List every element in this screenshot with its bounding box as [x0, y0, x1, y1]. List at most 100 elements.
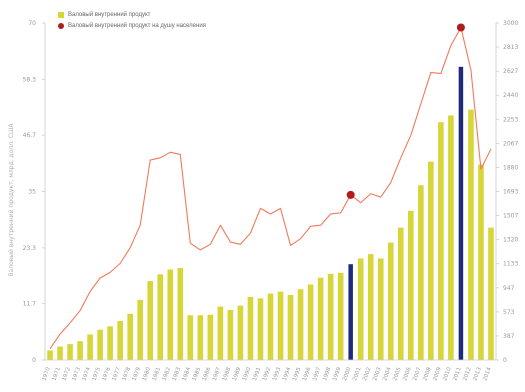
x-tick-label: 1996	[302, 366, 313, 382]
x-tick-label: 1977	[112, 366, 123, 382]
bar-2012	[468, 109, 474, 360]
x-tick-label: 1999	[332, 366, 343, 382]
bar-2008	[428, 161, 434, 360]
bars-group	[47, 66, 494, 361]
left-axis-tick-label: 70	[28, 20, 36, 27]
legend-item-gdp: Валовый внутренний продукт	[58, 9, 206, 20]
left-axis-tick-label: 23.3	[23, 245, 37, 252]
y-axis-label: Валовый внутренний продукт, млрд. долл. …	[8, 123, 15, 277]
x-tick-label: 2013	[472, 366, 483, 382]
x-tick-label: 1993	[272, 366, 283, 382]
bar-1973	[77, 341, 83, 360]
bar-1979	[137, 299, 144, 360]
bar-2005	[397, 227, 404, 360]
bar-1976	[107, 326, 113, 360]
right-axis-tick-label: 2627	[503, 68, 518, 75]
bar-1996	[307, 284, 314, 360]
x-tick-label: 2000	[342, 366, 353, 382]
series-line-gdp-per-capita	[49, 26, 492, 350]
right-axis-tick-label: 2067	[503, 140, 518, 147]
x-tick-label: 2003	[372, 366, 383, 382]
x-tick-label: 2010	[442, 366, 453, 382]
bar-2014	[488, 227, 494, 360]
x-tick-label: 2011	[452, 367, 462, 382]
x-tick-label: 2007	[412, 366, 423, 382]
x-tick-label: 1991	[252, 367, 262, 382]
bar-1993	[277, 291, 284, 360]
legend-item-gdp-per-capita: Валовый внутренний продукт на душу насел…	[58, 20, 206, 31]
right-axis-tick-label: 1880	[503, 164, 518, 171]
bar-2006	[408, 210, 414, 360]
bar-2004	[387, 242, 394, 360]
bar-1991	[257, 298, 264, 360]
legend-swatch-gdp-per-capita	[58, 22, 64, 29]
x-tick-label: 1973	[72, 366, 83, 382]
x-tick-label: 1990	[242, 366, 253, 382]
bar-1997	[317, 277, 324, 360]
highlight-point-2011	[456, 23, 465, 32]
right-axis-tick-label: 3000	[503, 20, 518, 27]
x-tick-label: 1982	[162, 367, 172, 382]
bar-2007	[418, 185, 424, 360]
x-tick-label: 1984	[182, 366, 193, 382]
right-axis-tick-label: 2813	[503, 44, 518, 51]
x-tick-label: 2012	[462, 367, 472, 382]
right-axis-tick-label: 1320	[503, 237, 518, 244]
x-tick-label: 2001	[352, 367, 362, 382]
x-tick-label: 2005	[392, 366, 403, 382]
bar-1975	[97, 329, 103, 360]
x-axis: 1970 1971 1972 1973 1974 1975 1976 1977 1978 1979…	[41, 359, 496, 382]
x-tick-label: 1994	[282, 366, 293, 382]
bar-1974	[87, 334, 93, 360]
right-axis-tick-label: 0	[503, 357, 507, 364]
left-axis-tick-label: 0	[32, 357, 36, 364]
bar-1992	[267, 293, 274, 360]
bar-1972	[67, 344, 73, 360]
right-axis-tick-label: 1133	[503, 261, 518, 268]
x-tick-label: 1997	[312, 366, 323, 382]
left-axis-tick-label: 35	[28, 189, 36, 196]
legend-label-gdp-per-capita: Валовый внутренний продукт на душу насел…	[68, 22, 206, 29]
x-tick-label: 2009	[432, 366, 443, 382]
bar-1983	[177, 268, 184, 360]
x-tick-label: 1985	[192, 366, 203, 382]
bar-1971	[57, 346, 63, 360]
bar-2003	[377, 258, 384, 360]
x-tick-label: 1979	[132, 366, 143, 382]
x-tick-label: 1987	[212, 366, 223, 382]
highlight-point-2000	[346, 190, 355, 199]
right-axis-tick-label: 573	[503, 309, 515, 316]
legend-label-gdp: Валовый внутренний продукт	[68, 11, 151, 18]
x-tick-label: 2002	[362, 367, 372, 382]
bar-1994	[287, 295, 294, 360]
x-tick-label: 1971	[51, 367, 61, 382]
bar-1987	[217, 306, 224, 360]
right-axis-tick-label: 2253	[503, 116, 518, 123]
bar-2013	[478, 164, 484, 360]
bar-1981	[157, 274, 164, 360]
right-axis: 0 387 573 947 1133 1320 1507 1693 1880 2067 2253 24…	[495, 20, 518, 364]
x-tick-label: 1980	[142, 366, 153, 382]
bar-2000	[348, 264, 353, 360]
bar-1998	[327, 273, 334, 360]
bar-2002	[367, 254, 374, 360]
legend: Валовый внутренний продукт Валовый внутр…	[58, 9, 206, 31]
x-tick-label: 1992	[262, 367, 272, 382]
bar-1984	[187, 315, 194, 360]
x-tick-label: 1976	[102, 366, 113, 382]
bar-1999	[337, 272, 344, 360]
highlight-points-group	[346, 23, 465, 199]
x-tick-label: 2008	[422, 366, 433, 382]
bar-2009	[438, 122, 444, 360]
bar-2010	[448, 115, 454, 361]
right-axis-tick-label: 1693	[503, 189, 518, 196]
left-axis-tick-label: 46.7	[23, 132, 37, 139]
bar-1980	[147, 281, 154, 360]
bar-1985	[197, 315, 204, 360]
line-group	[49, 26, 492, 350]
bar-1995	[297, 289, 304, 360]
bar-1978	[127, 313, 133, 360]
x-tick-label: 1970	[41, 366, 52, 382]
right-axis-tick-label: 387	[503, 333, 515, 340]
bar-1982	[167, 269, 174, 360]
